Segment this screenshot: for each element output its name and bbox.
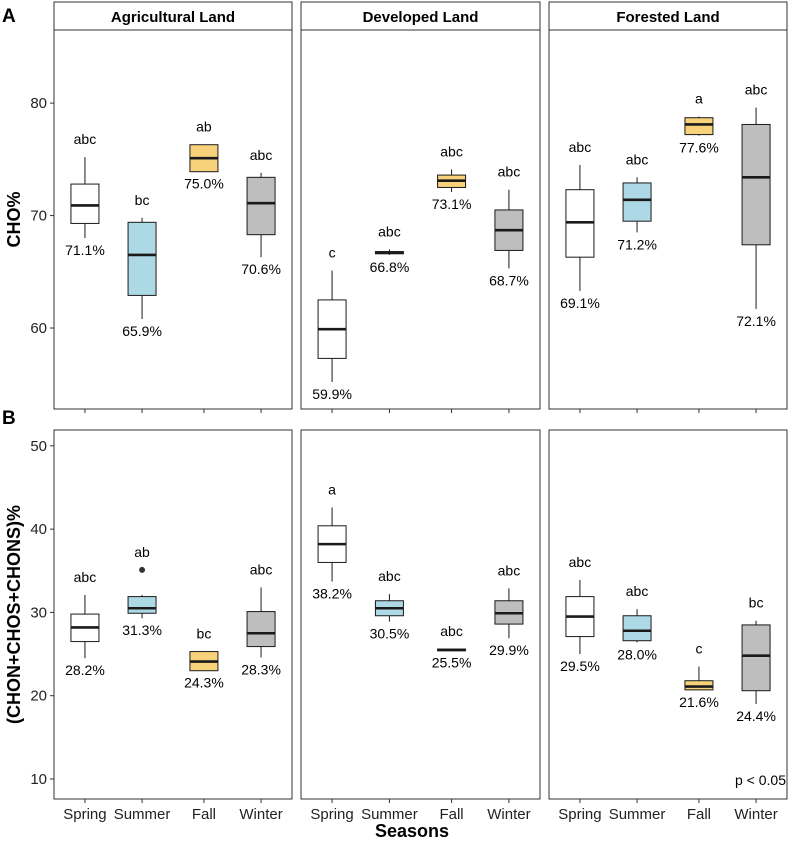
box-winter (246, 611, 276, 648)
x-tick-label-fall: Fall (687, 806, 711, 823)
value-label-winter: 72.1% (736, 313, 776, 329)
value-label-winter: 70.6% (241, 261, 281, 277)
panel-frame-a-developed-land (300, 29, 541, 410)
box-spring (70, 183, 100, 224)
value-label-fall: 75.0% (184, 176, 224, 192)
y-axis-title-b: (CHON+CHOS+CHONS)% (4, 505, 24, 724)
significance-label-fall: a (695, 91, 703, 107)
value-label-fall: 77.6% (679, 140, 719, 156)
y-tick-label: 80 (30, 95, 47, 112)
x-tick-label-spring: Spring (63, 806, 106, 823)
value-label-spring: 59.9% (312, 386, 352, 402)
panel-letter-b: B (2, 408, 16, 429)
box-summer (622, 182, 652, 222)
value-label-spring: 38.2% (312, 586, 352, 602)
significance-label-winter: abc (498, 562, 521, 578)
significance-label-summer: abc (378, 223, 401, 239)
x-axis-title: Seasons (375, 821, 449, 841)
y-tick-label: 60 (30, 320, 47, 337)
y-tick-label: 40 (30, 521, 47, 538)
significance-label-winter: abc (498, 164, 521, 180)
panel-frame-b-forested-land (548, 429, 788, 800)
significance-label-summer: abc (626, 583, 649, 599)
p-value-annotation: p < 0.05 (735, 772, 786, 788)
facet-strip-forested-land (548, 1, 788, 31)
facet-label-developed-land: Developed Land (363, 9, 479, 26)
facet-label-agricultural-land: Agricultural Land (111, 9, 235, 26)
significance-label-winter: bc (749, 595, 764, 611)
x-tick-label-summer: Summer (114, 806, 171, 823)
y-tick-label: 10 (30, 771, 47, 788)
value-label-spring: 71.1% (65, 242, 105, 258)
significance-label-winter: abc (745, 82, 768, 98)
significance-label-summer: abc (626, 151, 649, 167)
x-tick-label-winter: Winter (734, 806, 777, 823)
value-label-summer: 30.5% (370, 626, 410, 642)
significance-label-spring: abc (569, 139, 592, 155)
x-tick-label-spring: Spring (558, 806, 601, 823)
significance-label-spring: abc (569, 554, 592, 570)
value-label-fall: 73.1% (432, 196, 472, 212)
significance-label-summer: abc (378, 568, 401, 584)
panel-frame-a-agricultural-land (53, 29, 293, 410)
x-tick-label-spring: Spring (310, 806, 353, 823)
value-label-summer: 71.2% (617, 236, 657, 252)
panel-letter-a: A (2, 6, 16, 27)
significance-label-fall: c (695, 641, 702, 657)
x-tick-label-winter: Winter (487, 806, 530, 823)
x-tick-label-summer: Summer (361, 806, 418, 823)
value-label-summer: 66.8% (370, 259, 410, 275)
y-tick-label: 50 (30, 438, 47, 455)
value-label-winter: 24.4% (736, 708, 776, 724)
box-summer (622, 615, 652, 642)
y-tick-label: 30 (30, 604, 47, 621)
outlier-point-summer (139, 566, 146, 573)
significance-label-spring: a (328, 481, 336, 497)
value-label-winter: 28.3% (241, 661, 281, 677)
significance-label-summer: bc (135, 192, 150, 208)
significance-label-winter: abc (250, 147, 273, 163)
significance-label-spring: abc (74, 131, 97, 147)
facet-strip-agricultural-land (53, 1, 293, 31)
box-winter (741, 624, 771, 692)
value-label-summer: 65.9% (122, 323, 162, 339)
value-label-winter: 29.9% (489, 642, 529, 658)
value-label-winter: 68.7% (489, 272, 529, 288)
significance-label-spring: abc (74, 569, 97, 585)
value-label-fall: 24.3% (184, 675, 224, 691)
panel-frame-b-developed-land (300, 429, 541, 800)
significance-label-fall: abc (440, 143, 463, 159)
panel-frame-b-agricultural-land (53, 429, 293, 800)
box-winter (741, 123, 771, 246)
value-label-summer: 28.0% (617, 646, 657, 662)
y-tick-label: 20 (30, 688, 47, 705)
x-tick-label-winter: Winter (239, 806, 282, 823)
x-tick-label-summer: Summer (609, 806, 666, 823)
significance-label-fall: abc (440, 623, 463, 639)
facet-strip-developed-land (300, 1, 541, 31)
value-label-fall: 25.5% (432, 655, 472, 671)
box-fall (684, 117, 714, 136)
value-label-spring: 29.5% (560, 658, 600, 674)
value-label-spring: 28.2% (65, 662, 105, 678)
box-summer (127, 596, 157, 614)
significance-label-fall: ab (196, 119, 212, 135)
box-summer (127, 221, 157, 296)
x-tick-label-fall: Fall (192, 806, 216, 823)
y-axis-title-a: CHO% (4, 191, 24, 247)
panel-frame-a-forested-land (548, 29, 788, 410)
facet-label-forested-land: Forested Land (616, 9, 719, 26)
x-tick-label-fall: Fall (439, 806, 463, 823)
value-label-summer: 31.3% (122, 622, 162, 638)
value-label-spring: 69.1% (560, 295, 600, 311)
y-tick-label: 70 (30, 208, 47, 225)
significance-label-fall: bc (197, 626, 212, 642)
significance-label-spring: c (329, 245, 336, 261)
box-winter (246, 176, 276, 236)
value-label-fall: 21.6% (679, 694, 719, 710)
significance-label-winter: abc (250, 561, 273, 577)
significance-label-summer: ab (134, 544, 150, 560)
